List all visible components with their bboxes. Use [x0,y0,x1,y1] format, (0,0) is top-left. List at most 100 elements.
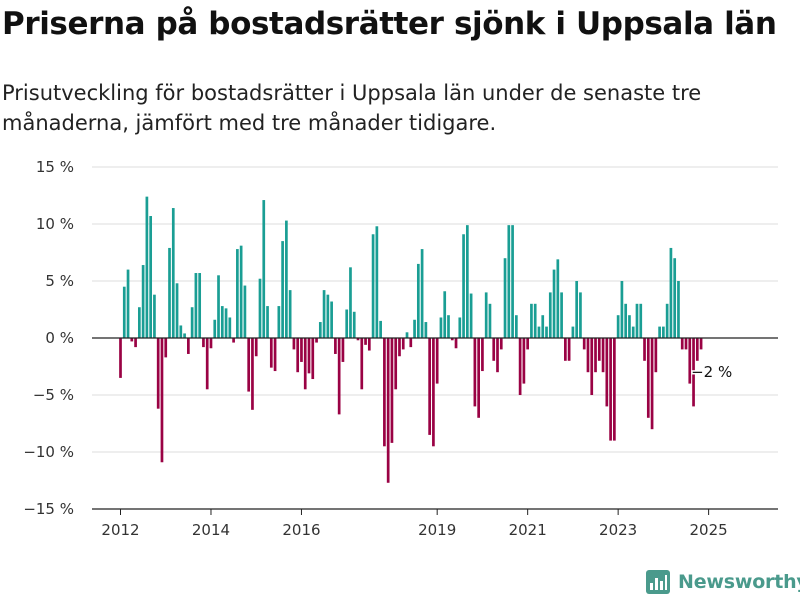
last-value-label: −2 % [691,363,732,381]
bar [488,303,492,338]
bar [699,338,703,350]
bar [548,292,552,338]
bar [669,247,673,338]
bar [307,338,311,374]
x-tick-label: 2014 [192,521,230,539]
x-tick-label: 2019 [418,521,456,539]
bar [134,338,137,348]
bar [322,290,326,338]
bar [582,338,586,350]
bar [164,338,168,358]
y-tick-label: 5 % [45,272,74,290]
bar [646,338,650,418]
bar [571,326,575,338]
bar [405,332,409,338]
bar [673,258,677,338]
bar [292,338,296,350]
bar [179,325,183,338]
bar [597,338,601,361]
bar [541,315,545,338]
y-tick-label: 10 % [36,215,74,233]
bar [507,225,511,338]
bar [187,338,190,354]
bar [552,269,556,338]
bar [318,322,322,338]
last-value-annotation: −2 % [690,362,734,383]
y-tick-label: −5 % [33,386,74,404]
bar [251,338,254,410]
bar [435,338,439,384]
bar [243,285,247,338]
bar [285,220,288,338]
y-axis-tick-labels: 15 % 10 % 5 % 0 % −5 % −10 % −15 % [23,158,74,518]
bar [198,273,202,338]
bar [454,338,458,349]
bar-chart: 15 %10 %5 %0 %−5 %−10 %−15 % 2012 2014 201… [23,158,778,539]
bar [390,338,394,443]
chart-title: Priserna på bostadsrätter sjönk i Uppsal… [2,6,777,42]
bar [609,338,612,441]
bar [352,311,356,338]
bar [594,338,597,373]
x-tick-label: 2016 [282,521,320,539]
bar [484,292,488,338]
bar [443,291,447,338]
bar [579,292,582,338]
bar [567,338,571,361]
x-axis: 2012 2014 2016 2019 2021 2023 2025 [92,508,778,539]
bar [254,338,258,357]
bar [394,338,398,390]
bar [631,326,635,338]
bar [213,319,217,338]
bar [153,294,156,338]
bar [496,338,499,373]
bar [303,338,307,390]
bar [258,278,262,338]
bar [194,273,198,338]
bar [326,294,330,338]
bar [300,338,303,362]
bar [239,245,243,338]
chart-subtitle: Prisutveckling för bostadsrätter i Uppsa… [2,81,702,135]
bar [469,293,473,338]
bar [273,338,277,372]
bar [428,338,431,435]
bar [217,275,220,338]
bars [119,196,703,483]
bar [205,338,209,390]
bar [590,338,594,395]
bar [349,267,352,338]
bar [262,200,266,338]
bar [684,338,688,350]
bar [364,338,367,345]
bar [277,306,281,338]
bar [190,307,194,338]
bar [680,338,684,350]
bar [635,303,639,338]
bar [386,338,390,483]
bar [477,338,480,418]
bar [533,303,537,338]
bar [473,338,477,407]
bar [564,338,567,361]
bar [413,319,416,338]
bar [315,338,318,343]
bar [202,338,205,348]
bar [156,338,160,409]
bar [341,338,345,362]
bar [515,315,518,338]
bar [643,338,646,361]
brand-name: Newsworthy [678,571,800,593]
brand-logo: Newsworthy [646,570,800,594]
bar [126,269,130,338]
x-tick-label: 2025 [690,521,728,539]
bar [209,338,213,349]
bar [345,309,349,338]
bar [175,283,179,338]
bar [518,338,522,395]
bar [288,290,292,338]
bar [545,326,548,338]
bar [379,320,382,338]
bar [149,216,153,338]
bar [409,338,413,348]
